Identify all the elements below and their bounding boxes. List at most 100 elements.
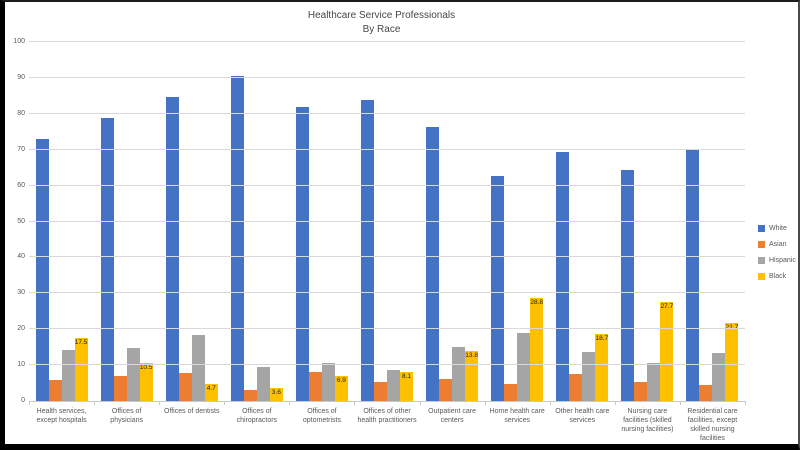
gridline xyxy=(29,220,745,222)
bar-asian xyxy=(504,383,518,401)
x-axis: Health services, except hospitals Offices… xyxy=(29,407,745,443)
bar-hispanic xyxy=(387,369,401,401)
bar-white xyxy=(295,107,309,401)
bar-asian xyxy=(569,374,583,401)
bar-value-label: 21.7 xyxy=(719,324,744,332)
y-tick-label: 70 xyxy=(17,145,25,153)
bar-black: 27.7 xyxy=(660,301,674,401)
y-tick-label: 50 xyxy=(17,217,25,225)
bar-black: 21.7 xyxy=(725,323,739,401)
y-tick-label: 10 xyxy=(17,361,25,369)
legend: White Asian Hispanic Black xyxy=(758,220,796,284)
bar-group: 27.7 xyxy=(615,42,680,401)
y-tick-label: 90 xyxy=(17,73,25,81)
bar-group: 3.6 xyxy=(224,42,289,401)
y-tick-label: 40 xyxy=(17,253,25,261)
bar-black: 17.5 xyxy=(74,338,88,401)
x-category-label: Outpatient care centers xyxy=(428,408,477,424)
bar-white xyxy=(35,139,49,401)
bar-value-label: 3.6 xyxy=(271,389,281,397)
bar-white xyxy=(230,76,244,401)
bar-value-label: 8.1 xyxy=(401,372,412,380)
legend-label: White xyxy=(769,224,787,232)
bar-white xyxy=(556,151,570,401)
legend-label: Asian xyxy=(769,240,787,248)
bar-group: 17.5 xyxy=(29,42,94,401)
axis-tick xyxy=(354,401,356,405)
bar-value-label: 13.8 xyxy=(465,352,478,360)
bar-asian xyxy=(634,382,648,401)
plot-area: 17.5 10.5 4.7 3.6 6.9 8.1 13.8 28.8 18.7 27.7 21.7 xyxy=(29,41,746,405)
x-category-label: Offices of physicians xyxy=(110,408,143,424)
bar-black: 4.7 xyxy=(204,384,218,401)
x-category-label: Residential care facilities, except skil… xyxy=(687,408,738,442)
bar-asian xyxy=(243,390,257,401)
bar-white xyxy=(100,118,114,401)
legend-item-white: White xyxy=(758,220,796,236)
bar-white xyxy=(426,126,440,401)
gridline xyxy=(29,184,745,186)
bar-asian xyxy=(439,379,453,401)
axis-tick xyxy=(29,401,30,405)
gridline xyxy=(29,364,745,366)
bar-value-label: 4.7 xyxy=(206,385,216,393)
bar-hispanic xyxy=(712,352,726,401)
legend-item-hispanic: Hispanic xyxy=(758,252,796,268)
legend-marker-white xyxy=(758,224,765,232)
y-tick-label: 100 xyxy=(13,38,25,45)
axis-tick xyxy=(419,401,421,405)
chart-title: Healthcare Service Professionals By Race xyxy=(5,9,758,37)
bar-white xyxy=(165,96,179,401)
x-category-label: Offices of optometrists xyxy=(302,408,341,424)
bar-black: 6.9 xyxy=(334,376,348,401)
bar-asian xyxy=(308,372,322,401)
axis-tick xyxy=(289,401,291,405)
bar-hispanic xyxy=(191,335,205,401)
bar-asian xyxy=(374,381,388,401)
bar-value-label: 6.9 xyxy=(336,377,346,385)
axis-tick xyxy=(94,401,96,405)
bar-hispanic xyxy=(647,363,661,401)
axis-tick xyxy=(159,401,161,405)
legend-item-black: Black xyxy=(758,268,796,284)
bar-value-label: 18.7 xyxy=(595,334,609,342)
y-tick-label: 20 xyxy=(17,325,25,333)
bar-black: 10.5 xyxy=(139,363,153,401)
bar-white xyxy=(491,176,505,401)
bar-white xyxy=(361,100,375,401)
x-category-label: Health services, except hospitals xyxy=(36,408,87,424)
x-category-label: Offices of dentists xyxy=(163,408,220,415)
x-category-label: Nursing care facilities (skilled nursing… xyxy=(621,408,674,433)
bar-hispanic xyxy=(61,349,75,401)
chart-title-line1: Healthcare Service Professionals xyxy=(307,10,456,21)
chart-title-line2: By Race xyxy=(362,24,401,35)
legend-marker-black xyxy=(758,272,765,280)
bar-black: 13.8 xyxy=(465,351,479,401)
bar-group: 10.5 xyxy=(94,42,159,401)
bar-asian xyxy=(48,380,62,401)
bar-group: 18.7 xyxy=(550,42,615,401)
axis-tick xyxy=(224,401,226,405)
y-tick-label: 80 xyxy=(17,109,25,117)
y-axis: 0 10 20 30 40 50 60 70 80 90 100 xyxy=(5,38,25,404)
axis-tick xyxy=(549,401,551,405)
y-tick-label: 30 xyxy=(17,289,25,297)
y-tick-label: 0 xyxy=(21,397,25,404)
legend-label: Hispanic xyxy=(769,256,796,264)
gridline xyxy=(29,76,745,78)
bar-group: 21.7 xyxy=(680,42,745,401)
bar-group: 4.7 xyxy=(159,42,224,401)
bar-white xyxy=(686,150,700,401)
bar-asian xyxy=(178,372,192,401)
bar-black: 18.7 xyxy=(595,333,609,401)
bar-group: 6.9 xyxy=(289,42,354,401)
bar-black: 28.8 xyxy=(530,297,544,401)
axis-tick xyxy=(614,401,616,405)
bar-value-label: 27.7 xyxy=(660,302,674,310)
bar-asian xyxy=(699,385,713,401)
legend-item-asian: Asian xyxy=(758,236,796,252)
gridline xyxy=(29,112,745,114)
x-category-label: Home health care services xyxy=(489,408,545,424)
bar-value-label: 10.5 xyxy=(139,364,153,372)
